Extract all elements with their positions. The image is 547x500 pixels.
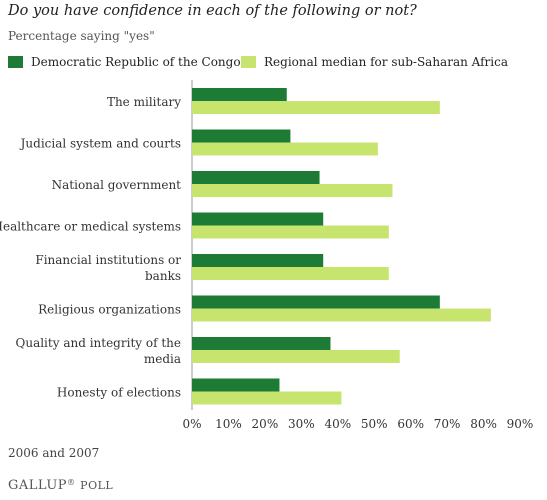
brand-sub: POLL (80, 479, 114, 492)
bar-congo (192, 129, 291, 143)
x-tick-label: 0% (182, 417, 201, 431)
x-tick-label: 50% (361, 417, 388, 431)
bar-regional (192, 101, 440, 114)
x-tick-label: 70% (434, 417, 461, 431)
bar-regional (192, 142, 378, 156)
bar-regional (192, 184, 393, 197)
legend-item-regional: Regional median for sub-Saharan Africa (241, 55, 508, 69)
bar-congo (192, 212, 324, 226)
legend-item-congo: Democratic Republic of the Congo (8, 55, 241, 69)
bar-congo (192, 254, 324, 267)
legend-label-congo: Democratic Republic of the Congo (31, 55, 241, 69)
footnote: 2006 and 2007 (8, 446, 100, 460)
bar-regional (192, 267, 389, 280)
bar-congo (192, 378, 280, 392)
legend-label-regional: Regional median for sub-Saharan Africa (264, 55, 508, 69)
legend-swatch-congo (8, 56, 23, 68)
category-label: Financial institutions or banks (35, 253, 181, 283)
x-tick-label: 20% (252, 417, 279, 431)
x-tick-label: 40% (324, 417, 351, 431)
x-tick-label: 10% (215, 417, 242, 431)
x-tick-label: 90% (507, 417, 534, 431)
chart-title: Do you have confidence in each of the fo… (8, 3, 417, 19)
x-tick-label: 30% (288, 417, 315, 431)
bar-chart: The military Judicial system and courts Na… (0, 80, 534, 431)
category-label: Judicial system and courts (19, 137, 181, 151)
bar-regional (192, 308, 491, 322)
x-tick-label: 80% (470, 417, 497, 431)
brand-mark: ® (67, 478, 76, 487)
category-label: Religious organizations (38, 303, 181, 317)
category-label: National government (52, 178, 182, 192)
legend-swatch-regional (241, 56, 256, 68)
bar-congo (192, 337, 331, 350)
gallup-poll-logo: GALLUP® POLL (8, 478, 113, 493)
bar-regional (192, 225, 389, 239)
category-label: Quality and integrity of the media (16, 336, 182, 366)
category-label: Honesty of elections (57, 386, 181, 400)
bar-regional (192, 391, 342, 405)
bar-congo (192, 295, 440, 309)
bar-congo (192, 171, 320, 184)
bar-congo (192, 88, 287, 101)
bar-regional (192, 350, 400, 363)
category-label: The military (107, 95, 181, 109)
x-tick-label: 60% (397, 417, 424, 431)
chart-subtitle: Percentage saying "yes" (8, 29, 155, 43)
category-label: Healthcare or medical systems (0, 220, 181, 234)
brand-main: GALLUP (8, 478, 68, 493)
